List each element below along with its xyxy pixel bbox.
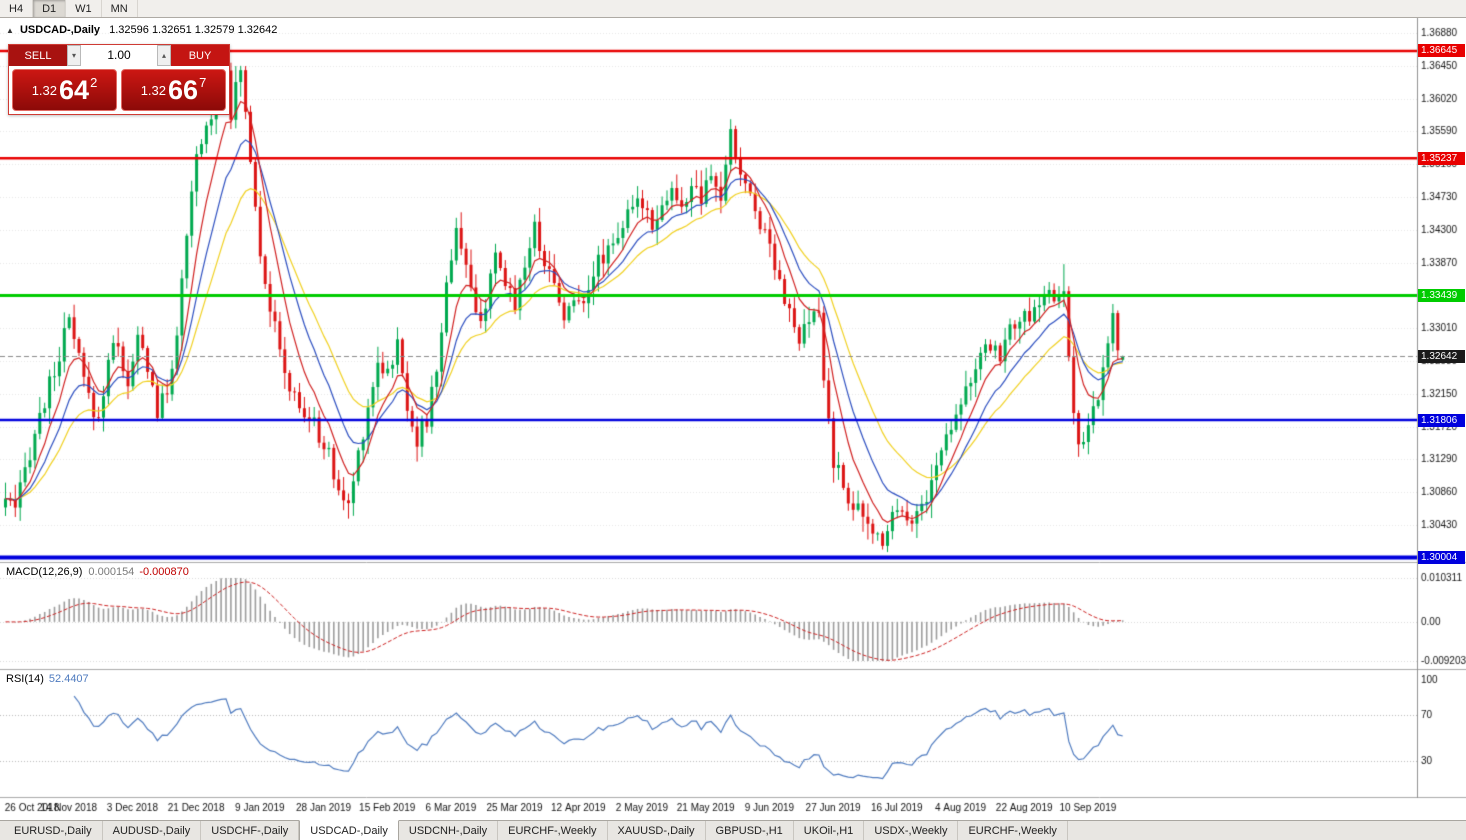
- tab-gbpusd-h1[interactable]: GBPUSD-,H1: [706, 821, 794, 840]
- buy-price-big: 66: [168, 74, 199, 105]
- collapse-arrow-icon[interactable]: ▲: [6, 26, 14, 35]
- tab-usdchf-daily[interactable]: USDCHF-,Daily: [201, 821, 300, 840]
- tab-usdcad-daily[interactable]: USDCAD-,Daily: [299, 820, 399, 840]
- sell-price-button[interactable]: 1.32 64 2: [12, 69, 117, 111]
- tab-ukoil-h1[interactable]: UKOil-,H1: [794, 821, 865, 840]
- macd-indicator-label: MACD(12,26,9) 0.000154 -0.000870: [6, 566, 189, 578]
- trade-panel: SELL ▾ 1.00 ▴ BUY 1.32 64 2 1.32 66 7: [8, 44, 230, 115]
- sell-price-sup: 2: [90, 74, 98, 90]
- tab-eurchf-weekly[interactable]: EURCHF-,Weekly: [498, 821, 608, 840]
- rsi-indicator-label: RSI(14) 52.4407: [6, 673, 89, 685]
- chart-tabs: EURUSD-,Daily AUDUSD-,Daily USDCHF-,Daily U…: [0, 820, 1466, 840]
- timeframe-button-d1[interactable]: D1: [33, 0, 67, 17]
- timeframe-button-w1[interactable]: W1: [66, 0, 102, 17]
- volume-decrease-button[interactable]: ▾: [67, 45, 81, 66]
- rsi-value: 52.4407: [48, 673, 89, 685]
- price-level-badge: 1.36645: [1418, 44, 1465, 58]
- buy-price-button[interactable]: 1.32 66 7: [121, 69, 226, 111]
- tab-xauusd-daily[interactable]: XAUUSD-,Daily: [608, 821, 706, 840]
- sell-price-small: 1.32: [31, 82, 58, 98]
- sell-button[interactable]: SELL: [9, 45, 67, 66]
- trade-panel-header: SELL ▾ 1.00 ▴ BUY: [9, 45, 229, 66]
- tab-usdx-weekly[interactable]: USDX-,Weekly: [864, 821, 959, 840]
- timeframe-button-h4[interactable]: H4: [0, 0, 34, 17]
- rsi-name: RSI(14): [6, 673, 44, 685]
- tab-audusd-daily[interactable]: AUDUSD-,Daily: [103, 821, 202, 840]
- ohlc-values: 1.32596 1.32651 1.32579 1.32642: [109, 24, 278, 36]
- symbol-name: USDCAD-,Daily: [19, 24, 101, 36]
- timeframe-button-mn[interactable]: MN: [102, 0, 138, 17]
- volume-stepper[interactable]: ▾ 1.00 ▴: [67, 45, 171, 66]
- macd-main-value: 0.000154: [88, 566, 135, 578]
- trade-panel-prices: 1.32 64 2 1.32 66 7: [9, 66, 229, 114]
- price-level-badge: 1.30004: [1418, 550, 1465, 564]
- current-price-badge: 1.32642: [1418, 349, 1465, 363]
- tab-usdcnh-daily[interactable]: USDCNH-,Daily: [399, 821, 499, 840]
- price-level-badge: 1.33439: [1418, 288, 1465, 302]
- macd-signal-value: -0.000870: [139, 566, 189, 578]
- price-level-badge: 1.35237: [1418, 151, 1465, 165]
- buy-button[interactable]: BUY: [171, 45, 229, 66]
- chart-symbol-title: ▲ USDCAD-,Daily 1.32596 1.32651 1.32579 …: [6, 24, 277, 36]
- price-level-badge: 1.31806: [1418, 413, 1465, 427]
- buy-price-small: 1.32: [140, 82, 167, 98]
- macd-name: MACD(12,26,9): [6, 566, 83, 578]
- sell-price-big: 64: [59, 74, 90, 105]
- timeframe-toolbar: H4 D1 W1 MN: [0, 0, 1466, 18]
- volume-increase-button[interactable]: ▴: [157, 45, 171, 66]
- volume-value[interactable]: 1.00: [107, 48, 131, 62]
- buy-price-sup: 7: [199, 74, 207, 90]
- tab-eurusd-daily[interactable]: EURUSD-,Daily: [4, 821, 103, 840]
- tab-eurchf-weekly[interactable]: EURCHF-,Weekly: [958, 821, 1068, 840]
